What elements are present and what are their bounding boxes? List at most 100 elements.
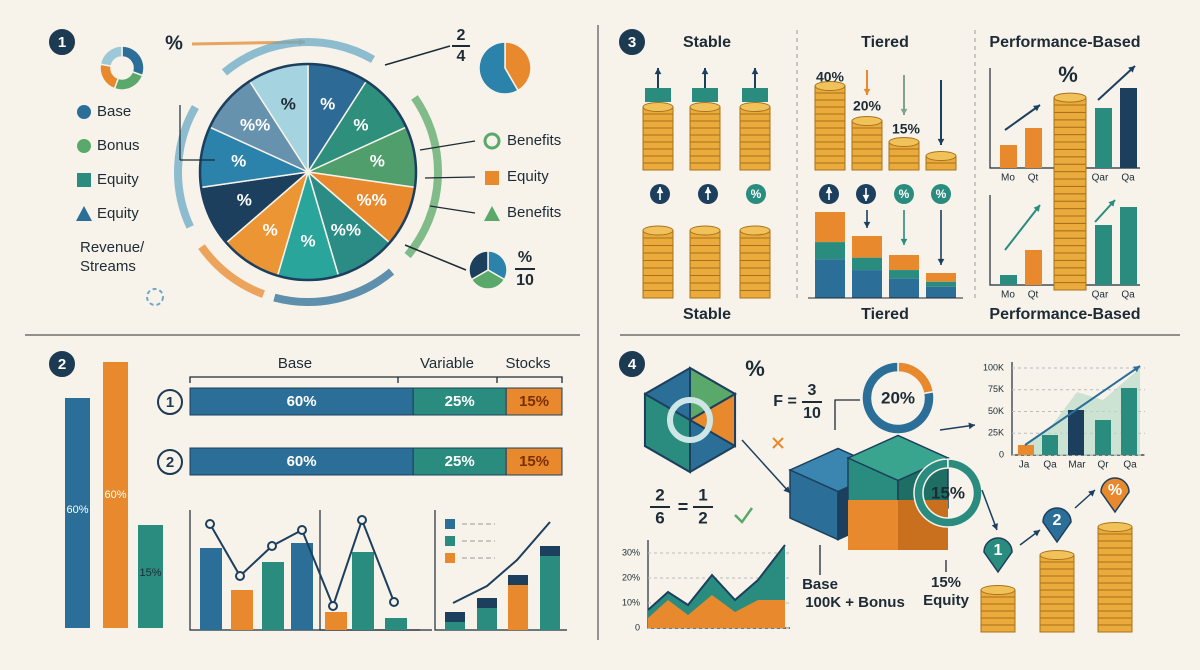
badge-label: 4 xyxy=(628,356,637,373)
coin xyxy=(739,275,771,284)
column-bar xyxy=(138,525,163,628)
tier-bar xyxy=(815,259,845,298)
perf-bar xyxy=(1120,207,1137,285)
column-title: Tiered xyxy=(861,34,909,51)
coin xyxy=(851,141,883,150)
column-title: Performance-Based xyxy=(989,34,1140,51)
coin xyxy=(1053,126,1087,136)
legend-label: Equity xyxy=(507,168,549,185)
coin xyxy=(739,134,771,143)
mini-dot xyxy=(357,515,367,525)
y-tick-label: 100K xyxy=(983,362,1004,372)
coin xyxy=(1053,141,1087,150)
coin xyxy=(980,610,1016,619)
y-tick-label: 0 xyxy=(999,449,1004,459)
coin xyxy=(814,99,846,108)
x-label: Qt xyxy=(1028,290,1039,301)
icon-label: % xyxy=(751,187,762,201)
stacked-segment xyxy=(412,387,507,416)
column-title: Performance-Based xyxy=(989,306,1140,323)
x-label: Qar xyxy=(1092,173,1109,184)
tier-bar xyxy=(815,242,845,260)
mini-bar xyxy=(262,562,284,630)
coin xyxy=(689,148,721,157)
coin xyxy=(689,127,721,136)
fraction-numerator: 3 xyxy=(808,382,817,399)
arrow xyxy=(1004,204,1041,251)
label: % xyxy=(165,32,183,54)
coin xyxy=(739,141,771,150)
ring-segment xyxy=(861,361,935,435)
perf-bar xyxy=(1095,225,1112,285)
tier-bar xyxy=(889,270,919,279)
coin xyxy=(689,237,721,246)
coin xyxy=(642,245,674,254)
x-label: Qar xyxy=(1092,290,1109,301)
coin xyxy=(1039,617,1075,626)
coin xyxy=(642,155,674,164)
coin-top xyxy=(642,225,674,236)
mini-bar xyxy=(385,618,407,630)
segment-label: 60% xyxy=(287,393,317,410)
tier-label: 40% xyxy=(816,69,845,85)
coin xyxy=(814,141,846,150)
y-tick-label: 25K xyxy=(988,428,1004,438)
coin xyxy=(1097,561,1133,570)
mini-line xyxy=(452,521,551,604)
coin xyxy=(1053,208,1087,217)
mini-pie-slice xyxy=(468,250,489,281)
mini-dot xyxy=(297,525,307,535)
arrow xyxy=(1097,65,1136,101)
stable-base xyxy=(645,88,671,102)
tier-bar xyxy=(889,278,919,298)
coin xyxy=(1097,603,1133,612)
label: Base xyxy=(802,576,838,593)
fraction-numerator: 2 xyxy=(457,27,466,44)
coin xyxy=(1053,282,1087,291)
coin xyxy=(642,282,674,291)
coin xyxy=(1097,554,1133,563)
stable-base xyxy=(742,88,768,102)
coin xyxy=(1053,104,1087,113)
arrow-head xyxy=(704,187,712,194)
column-label: 15% xyxy=(139,567,161,579)
column-bar xyxy=(65,398,90,628)
coin-top xyxy=(689,102,721,112)
leader xyxy=(384,45,451,66)
coin xyxy=(689,155,721,164)
coin xyxy=(1053,185,1087,195)
coin-top xyxy=(642,102,674,112)
column-bar xyxy=(103,362,128,628)
pie-label: % xyxy=(263,220,278,239)
coin xyxy=(642,237,674,246)
legend-icon xyxy=(77,173,91,187)
leader xyxy=(404,244,467,271)
icon-label: % xyxy=(936,187,947,201)
chart-bar xyxy=(1018,445,1034,455)
coin xyxy=(1097,582,1133,591)
coin xyxy=(739,260,771,269)
ring-arc xyxy=(198,244,265,298)
leader xyxy=(834,399,860,430)
coin xyxy=(888,162,920,171)
arrow-head xyxy=(991,523,998,530)
stacked-segment xyxy=(505,387,563,416)
segment-label: 15% xyxy=(519,453,549,470)
coin xyxy=(1039,561,1075,570)
coin xyxy=(642,134,674,143)
arrow-head xyxy=(863,221,871,228)
mini-dot xyxy=(205,519,215,529)
legend-icon xyxy=(76,206,92,221)
step-label: 2 xyxy=(1053,512,1062,529)
coin xyxy=(739,282,771,291)
arrow-head xyxy=(863,88,871,95)
coin xyxy=(1097,533,1133,542)
pie-label: % xyxy=(320,94,335,113)
coin xyxy=(642,267,674,276)
coin xyxy=(1053,178,1087,187)
stacked-segment xyxy=(189,447,414,476)
mini-key xyxy=(445,536,455,546)
coin xyxy=(851,127,883,136)
tier-bar xyxy=(852,270,882,298)
